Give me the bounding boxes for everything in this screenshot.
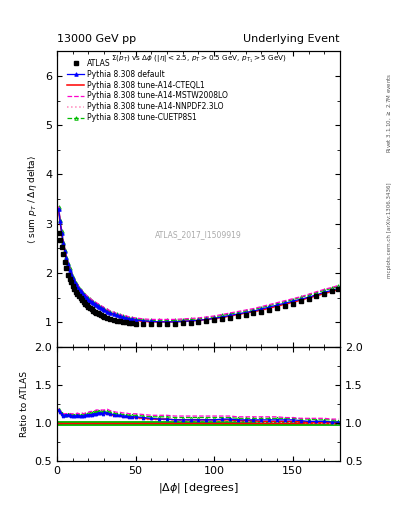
Pythia 8.308 tune-A14-CTEQL1	[235, 311, 240, 317]
Pythia 8.308 tune-A14-MSTW2008LO	[81, 290, 86, 296]
Pythia 8.308 default	[88, 297, 92, 304]
Pythia 8.308 tune-A14-NNPDF2.3LO	[81, 293, 86, 300]
Pythia 8.308 default	[81, 292, 86, 298]
Pythia 8.308 tune-CUETP8S1	[56, 204, 61, 210]
Line: Pythia 8.308 tune-CUETP8S1: Pythia 8.308 tune-CUETP8S1	[57, 206, 340, 322]
ATLAS	[56, 229, 61, 236]
Line: Pythia 8.308 default: Pythia 8.308 default	[57, 207, 340, 324]
Pythia 8.308 tune-A14-CTEQL1	[56, 207, 61, 213]
Pythia 8.308 tune-A14-CTEQL1	[306, 294, 311, 301]
Text: Underlying Event: Underlying Event	[243, 33, 340, 44]
Text: mcplots.cern.ch [arXiv:1306.3436]: mcplots.cern.ch [arXiv:1306.3436]	[387, 183, 391, 278]
Pythia 8.308 tune-A14-MSTW2008LO	[235, 308, 240, 314]
Pythia 8.308 tune-A14-CTEQL1	[81, 293, 86, 299]
Pythia 8.308 tune-A14-MSTW2008LO	[149, 316, 154, 323]
ATLAS	[336, 286, 341, 292]
ATLAS	[141, 321, 146, 327]
Text: $\Sigma(p_T)$ vs $\Delta\phi$ ($|\eta| < 2.5$, $p_T > 0.5$ GeV, $p_{T_1} > 5$ Ge: $\Sigma(p_T)$ vs $\Delta\phi$ ($|\eta| <…	[110, 54, 286, 65]
Line: Pythia 8.308 tune-A14-NNPDF2.3LO: Pythia 8.308 tune-A14-NNPDF2.3LO	[59, 210, 338, 323]
Pythia 8.308 default	[56, 206, 61, 212]
Pythia 8.308 tune-A14-CTEQL1	[336, 286, 341, 292]
X-axis label: $|\Delta\phi|$ [degrees]: $|\Delta\phi|$ [degrees]	[158, 481, 239, 495]
Pythia 8.308 tune-A14-MSTW2008LO	[56, 203, 61, 209]
Line: ATLAS: ATLAS	[57, 230, 340, 327]
Y-axis label: $\langle$ sum $p_T$ / $\Delta\eta$ delta$\rangle$: $\langle$ sum $p_T$ / $\Delta\eta$ delta…	[26, 155, 39, 244]
Pythia 8.308 tune-CUETP8S1	[306, 292, 311, 298]
Pythia 8.308 default	[100, 306, 105, 312]
Pythia 8.308 tune-CUETP8S1	[88, 296, 92, 302]
Pythia 8.308 default	[157, 319, 162, 325]
Pythia 8.308 tune-A14-MSTW2008LO	[306, 291, 311, 297]
Pythia 8.308 default	[306, 294, 311, 301]
Pythia 8.308 tune-A14-NNPDF2.3LO	[336, 287, 341, 293]
Pythia 8.308 tune-A14-NNPDF2.3LO	[306, 295, 311, 301]
Pythia 8.308 tune-A14-MSTW2008LO	[88, 295, 92, 301]
Pythia 8.308 tune-CUETP8S1	[235, 309, 240, 315]
Pythia 8.308 tune-CUETP8S1	[81, 291, 86, 297]
Pythia 8.308 tune-CUETP8S1	[149, 317, 154, 324]
ATLAS	[81, 298, 86, 305]
Pythia 8.308 tune-A14-MSTW2008LO	[336, 282, 341, 288]
Pythia 8.308 tune-A14-NNPDF2.3LO	[100, 307, 105, 313]
Text: Rivet 3.1.10, $\geq$ 2.7M events: Rivet 3.1.10, $\geq$ 2.7M events	[385, 72, 393, 153]
Line: Pythia 8.308 tune-A14-MSTW2008LO: Pythia 8.308 tune-A14-MSTW2008LO	[59, 206, 338, 319]
Line: Pythia 8.308 tune-A14-CTEQL1: Pythia 8.308 tune-A14-CTEQL1	[59, 210, 338, 322]
Text: 13000 GeV pp: 13000 GeV pp	[57, 33, 136, 44]
Pythia 8.308 tune-A14-CTEQL1	[88, 298, 92, 304]
Pythia 8.308 default	[235, 311, 240, 317]
Pythia 8.308 tune-A14-NNPDF2.3LO	[149, 319, 154, 326]
Pythia 8.308 tune-CUETP8S1	[64, 254, 69, 260]
Legend: ATLAS, Pythia 8.308 default, Pythia 8.308 tune-A14-CTEQL1, Pythia 8.308 tune-A14: ATLAS, Pythia 8.308 default, Pythia 8.30…	[66, 58, 229, 123]
Pythia 8.308 tune-CUETP8S1	[100, 305, 105, 311]
Pythia 8.308 tune-A14-NNPDF2.3LO	[56, 207, 61, 214]
Pythia 8.308 tune-A14-MSTW2008LO	[64, 253, 69, 259]
ATLAS	[88, 305, 92, 311]
ATLAS	[100, 313, 105, 319]
Pythia 8.308 tune-A14-CTEQL1	[64, 255, 69, 262]
Pythia 8.308 tune-A14-CTEQL1	[100, 306, 105, 312]
Pythia 8.308 tune-A14-NNPDF2.3LO	[88, 298, 92, 305]
Pythia 8.308 default	[336, 285, 341, 291]
ATLAS	[64, 265, 69, 271]
ATLAS	[235, 313, 240, 319]
ATLAS	[306, 295, 311, 302]
Pythia 8.308 tune-A14-CTEQL1	[149, 319, 154, 325]
Pythia 8.308 tune-A14-MSTW2008LO	[100, 304, 105, 310]
Pythia 8.308 tune-A14-NNPDF2.3LO	[64, 256, 69, 262]
Pythia 8.308 tune-A14-NNPDF2.3LO	[235, 312, 240, 318]
Pythia 8.308 default	[64, 255, 69, 261]
Y-axis label: Ratio to ATLAS: Ratio to ATLAS	[20, 371, 29, 437]
Pythia 8.308 tune-CUETP8S1	[336, 283, 341, 289]
Text: ATLAS_2017_I1509919: ATLAS_2017_I1509919	[155, 230, 242, 239]
